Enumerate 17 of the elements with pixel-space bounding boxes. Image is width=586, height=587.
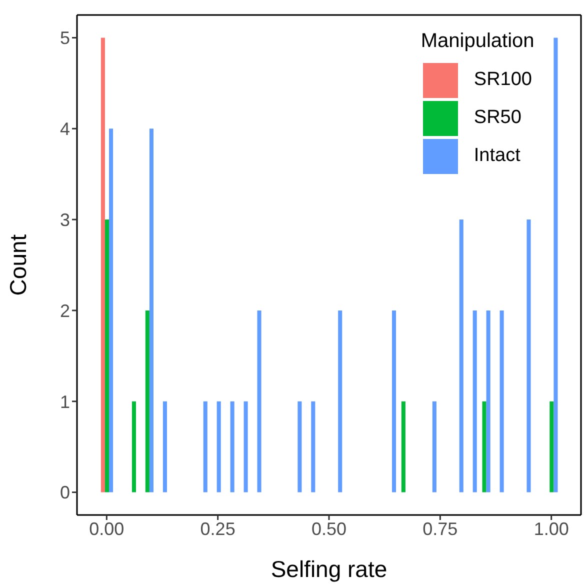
y-tick-label: 3 [60,210,70,230]
y-tick-label: 2 [60,300,70,321]
x-axis-title: Selfing rate [270,556,388,582]
legend-title: Manipulation [420,30,536,53]
y-tick-label: 1 [60,392,70,412]
y-axis-title: Count [5,234,32,296]
x-tick-label: 0.00 [89,518,124,539]
x-tick-label: 0.75 [422,518,458,539]
legend-label: Intact [474,145,520,167]
y-tick-label: 4 [60,119,70,140]
x-tick-label: 1.00 [534,518,569,539]
x-tick-label: 0.25 [200,518,236,539]
x-tick-label: 0.50 [311,518,347,539]
legend-label: SR50 [474,107,522,129]
y-tick-label: 5 [60,28,70,48]
legend-label: SR100 [474,69,532,91]
y-tick-label: 0 [60,482,70,503]
